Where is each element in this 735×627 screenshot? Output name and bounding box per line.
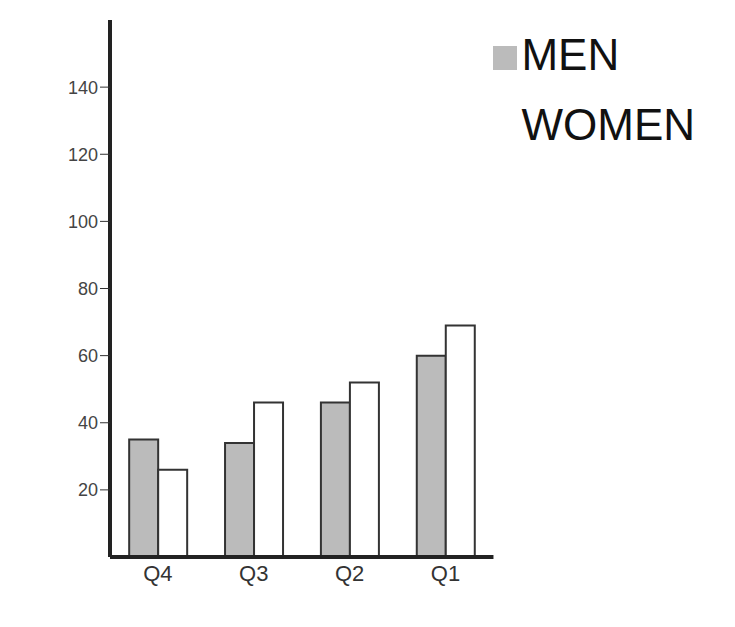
svg-text:Q4: Q4 [143, 561, 172, 586]
svg-text:100: 100 [68, 212, 98, 232]
svg-text:120: 120 [68, 145, 98, 165]
svg-text:Q2: Q2 [335, 561, 364, 586]
svg-text:80: 80 [78, 279, 98, 299]
svg-text:Q3: Q3 [239, 561, 268, 586]
html-text:MEN: MEN [521, 30, 620, 79]
svg-text:Q1: Q1 [431, 561, 460, 586]
svg-text:20: 20 [78, 480, 98, 500]
svg-text:60: 60 [78, 346, 98, 366]
html-text:WOMEN: WOMEN [521, 100, 695, 149]
svg-text:40: 40 [78, 413, 98, 433]
svg-text:140: 140 [68, 78, 98, 98]
